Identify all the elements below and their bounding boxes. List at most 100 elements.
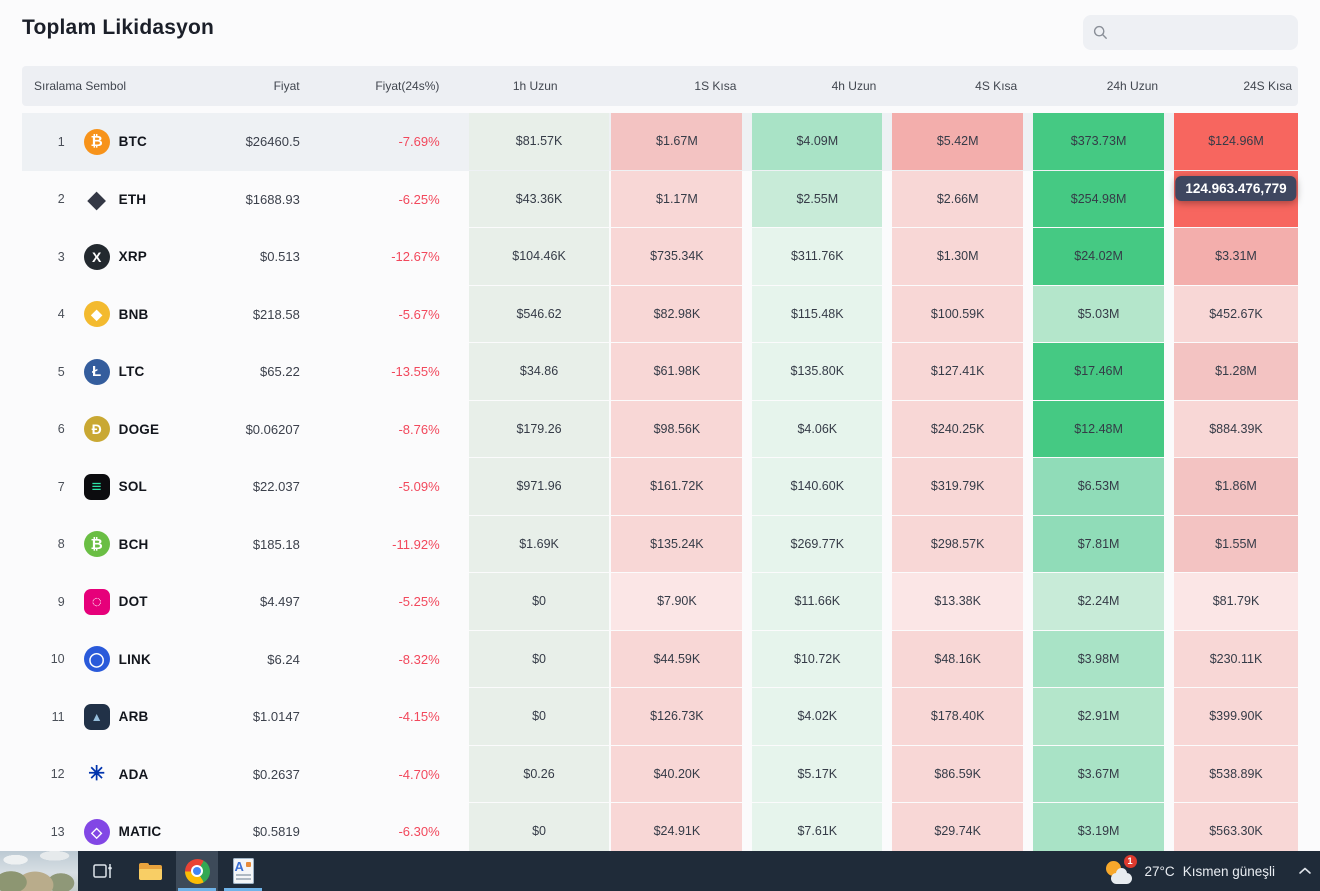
liquidation-cell[interactable]: $0 <box>468 803 610 860</box>
liquidation-cell[interactable]: $124.96M <box>1174 113 1298 170</box>
search-input[interactable] <box>1114 25 1290 40</box>
liquidation-cell[interactable]: $7.81M <box>1033 515 1165 572</box>
liquidation-cell[interactable]: $563.30K <box>1174 803 1298 860</box>
liquidation-cell[interactable]: $127.41K <box>892 343 1024 400</box>
weather-widget[interactable]: 1 27°C Kısmen güneşli <box>1105 851 1275 891</box>
show-hidden-icons-button[interactable] <box>1298 866 1312 876</box>
liquidation-cell[interactable]: $98.56K <box>611 400 743 457</box>
liquidation-cell[interactable]: $3.31M <box>1174 228 1298 285</box>
liquidation-cell[interactable]: $2.66M <box>892 170 1024 227</box>
liquidation-cell[interactable]: $1.17M <box>611 170 743 227</box>
liquidation-cell[interactable]: $0.26 <box>468 745 610 802</box>
liquidation-cell[interactable]: $240.25K <box>892 400 1024 457</box>
column-header-24s-kısa[interactable]: 24S Kısa <box>1243 79 1293 93</box>
column-header-1h-uzun[interactable]: 1h Uzun <box>512 79 558 93</box>
liquidation-cell[interactable]: $82.98K <box>611 285 743 342</box>
liquidation-cell[interactable]: $24.91K <box>611 803 743 860</box>
liquidation-cell[interactable]: $0 <box>468 573 610 630</box>
column-header-4s-kısa[interactable]: 4S Kısa <box>975 79 1018 93</box>
liquidation-cell[interactable]: $452.67K <box>1174 285 1298 342</box>
start-wallpaper-thumbnail[interactable] <box>0 851 78 891</box>
table-row-ltc[interactable]: 5 Ł LTC $65.22 -13.55% $34.86 $61.98K $135.80K $… <box>22 343 1298 401</box>
liquidation-cell[interactable]: $17.46M <box>1033 343 1165 400</box>
liquidation-cell[interactable]: $1.30M <box>892 228 1024 285</box>
column-header-4h-uzun[interactable]: 4h Uzun <box>831 79 877 93</box>
liquidation-cell[interactable]: $3.19M <box>1033 803 1165 860</box>
liquidation-cell[interactable]: $2.24M <box>1033 573 1165 630</box>
table-row-sol[interactable]: 7 ≡ SOL $22.037 -5.09% $971.96 $161.72K $140.60… <box>22 458 1298 516</box>
liquidation-cell[interactable]: $971.96 <box>468 458 610 515</box>
liquidation-cell[interactable]: $48.16K <box>892 630 1024 687</box>
liquidation-cell[interactable]: $13.38K <box>892 573 1024 630</box>
task-view-button[interactable] <box>88 851 116 891</box>
table-row-arb[interactable]: 11 ▲ ARB $1.0147 -4.15% $0 $126.73K $4.02K $178.… <box>22 688 1298 746</box>
table-row-xrp[interactable]: 3 X XRP $0.513 -12.67% $104.46K $735.34K $311.7… <box>22 228 1298 286</box>
liquidation-cell[interactable]: $7.90K <box>611 573 743 630</box>
table-row-dot[interactable]: 9 ◌ DOT $4.497 -5.25% $0 $7.90K $11.66K $13.38K $… <box>22 573 1298 631</box>
liquidation-cell[interactable]: $735.34K <box>611 228 743 285</box>
liquidation-cell[interactable]: $178.40K <box>892 688 1024 745</box>
table-row-btc[interactable]: 1 ₿ BTC $26460.5 -7.69% $81.57K $1.67M $4.09M $5… <box>22 113 1298 171</box>
column-header-change-24h[interactable]: Fiyat(24s%) <box>375 79 440 93</box>
liquidation-cell[interactable]: $140.60K <box>752 458 883 515</box>
liquidation-cell[interactable]: $81.79K <box>1174 573 1298 630</box>
liquidation-cell[interactable]: $254.98M <box>1033 170 1165 227</box>
liquidation-cell[interactable]: $319.79K <box>892 458 1024 515</box>
liquidation-cell[interactable]: $2.91M <box>1033 688 1165 745</box>
liquidation-cell[interactable]: $29.74K <box>892 803 1024 860</box>
liquidation-cell[interactable]: $1.67M <box>611 113 743 170</box>
liquidation-cell[interactable]: $5.17K <box>752 745 883 802</box>
table-row-eth[interactable]: 2 ◆ ETH $1688.93 -6.25% $43.36K $1.17M $2.55M $2… <box>22 170 1298 229</box>
liquidation-cell[interactable]: $104.46K <box>468 228 610 285</box>
column-header-rank-symbol[interactable]: Sıralama Sembol <box>34 79 127 93</box>
liquidation-cell[interactable]: $2.55M <box>752 170 883 227</box>
liquidation-cell[interactable]: $3.67M <box>1033 745 1165 802</box>
liquidation-cell[interactable]: $179.26 <box>468 400 610 457</box>
search-box[interactable] <box>1083 15 1298 50</box>
liquidation-cell[interactable]: $0 <box>468 688 610 745</box>
liquidation-cell[interactable]: $399.90K <box>1174 688 1298 745</box>
table-row-doge[interactable]: 6 Ð DOGE $0.06207 -8.76% $179.26 $98.56K $4.06K… <box>22 400 1298 459</box>
liquidation-cell[interactable]: $884.39K <box>1174 400 1298 457</box>
liquidation-cell[interactable]: $0 <box>468 630 610 687</box>
liquidation-cell[interactable]: $1.55M <box>1174 515 1298 572</box>
liquidation-cell[interactable]: $1.86M <box>1174 458 1298 515</box>
liquidation-cell[interactable]: $115.48K <box>752 285 883 342</box>
liquidation-cell[interactable]: $135.24K <box>611 515 743 572</box>
liquidation-cell[interactable]: $538.89K <box>1174 745 1298 802</box>
liquidation-cell[interactable]: $4.09M <box>752 113 883 170</box>
liquidation-cell[interactable]: $161.72K <box>611 458 743 515</box>
liquidation-cell[interactable]: $6.53M <box>1033 458 1165 515</box>
file-explorer-button[interactable] <box>136 851 164 891</box>
liquidation-cell[interactable]: $135.80K <box>752 343 883 400</box>
liquidation-cell[interactable]: $12.48M <box>1033 400 1165 457</box>
column-header-price[interactable]: Fiyat <box>273 79 300 93</box>
table-row-link[interactable]: 10 ◯ LINK $6.24 -8.32% $0 $44.59K $10.72K $48.16… <box>22 630 1298 689</box>
liquidation-cell[interactable]: $100.59K <box>892 285 1024 342</box>
table-row-bnb[interactable]: 4 ◆ BNB $218.58 -5.67% $546.62 $82.98K $115.48K… <box>22 285 1298 344</box>
liquidation-cell[interactable]: $86.59K <box>892 745 1024 802</box>
liquidation-cell[interactable]: $1.69K <box>468 515 610 572</box>
chrome-button[interactable] <box>176 851 218 891</box>
liquidation-cell[interactable]: $126.73K <box>611 688 743 745</box>
document-app-button[interactable]: A <box>222 851 264 891</box>
liquidation-cell[interactable]: $81.57K <box>468 113 610 170</box>
column-header-24h-uzun[interactable]: 24h Uzun <box>1106 79 1159 93</box>
liquidation-cell[interactable]: $7.61K <box>752 803 883 860</box>
liquidation-cell[interactable]: $230.11K <box>1174 630 1298 687</box>
liquidation-cell[interactable]: $5.42M <box>892 113 1024 170</box>
liquidation-cell[interactable]: $3.98M <box>1033 630 1165 687</box>
liquidation-cell[interactable]: $269.77K <box>752 515 883 572</box>
liquidation-cell[interactable]: 124.963.476,779 <box>1174 170 1298 227</box>
table-row-bch[interactable]: 8 ₿ BCH $185.18 -11.92% $1.69K $135.24K $269.77… <box>22 515 1298 574</box>
table-row-matic[interactable]: 13 ◇ MATIC $0.5819 -6.30% $0 $24.91K $7.61K $29.… <box>22 803 1298 861</box>
liquidation-cell[interactable]: $1.28M <box>1174 343 1298 400</box>
liquidation-cell[interactable]: $61.98K <box>611 343 743 400</box>
liquidation-cell[interactable]: $10.72K <box>752 630 883 687</box>
liquidation-cell[interactable]: $373.73M <box>1033 113 1165 170</box>
column-header-1s-kısa[interactable]: 1S Kısa <box>694 79 737 93</box>
liquidation-cell[interactable]: $11.66K <box>752 573 883 630</box>
liquidation-cell[interactable]: $4.06K <box>752 400 883 457</box>
liquidation-cell[interactable]: $4.02K <box>752 688 883 745</box>
liquidation-cell[interactable]: $40.20K <box>611 745 743 802</box>
